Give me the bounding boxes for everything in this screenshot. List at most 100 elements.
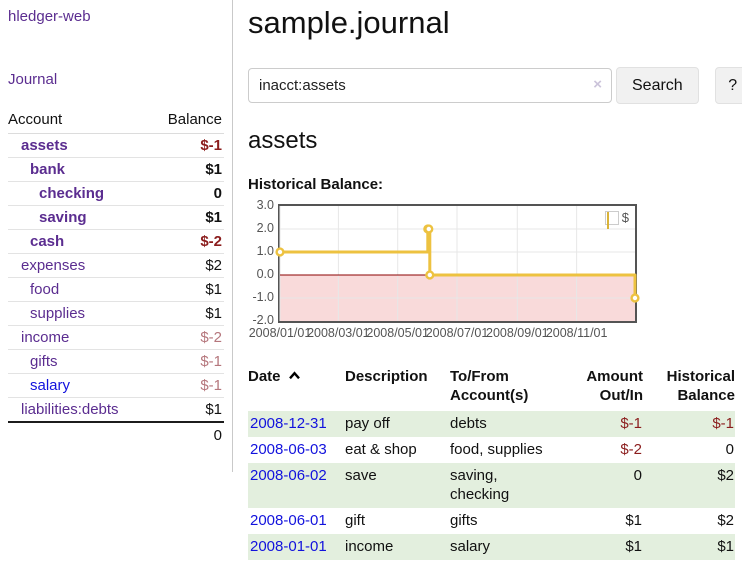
column-header-date[interactable]: Date (248, 365, 345, 411)
sidebar: hledger-web Journal Account Balance asse… (0, 0, 233, 472)
account-row: gifts $-1 (8, 349, 224, 374)
transaction-date-link[interactable]: 2008-06-02 (250, 467, 327, 484)
account-row: salary $-1 (8, 373, 224, 398)
transaction-balance: $2 (643, 463, 735, 508)
transaction-accounts: gifts (450, 512, 478, 529)
register-row: 2008-06-02 save saving, checking 0 $2 (248, 463, 735, 508)
transaction-date-link[interactable]: 2008-06-01 (250, 512, 327, 529)
account-row: supplies $1 (8, 301, 224, 326)
account-link[interactable]: expenses (21, 257, 86, 274)
legend-label: $ (621, 210, 629, 225)
y-tick-label: -2.0 (252, 313, 274, 327)
chart-legend: $ (602, 209, 631, 229)
transaction-description: income (345, 534, 450, 560)
column-header-balance: Historical Balance (666, 368, 735, 404)
account-link[interactable]: supplies (30, 305, 86, 322)
account-link[interactable]: cash (30, 233, 65, 250)
y-tick-label: 1.0 (256, 244, 274, 258)
transaction-description: eat & shop (345, 441, 417, 458)
search-button[interactable]: Search (616, 67, 699, 104)
account-balance: $1 (152, 277, 224, 302)
register-row: 2008-06-03 eat & shop food, supplies $-2… (248, 437, 735, 463)
account-balance: $1 (205, 401, 222, 418)
account-heading: assets (248, 127, 318, 154)
sidebar-item-journal[interactable]: Journal (8, 71, 58, 88)
chart-plot-area[interactable]: $ (275, 204, 640, 323)
account-row: income $-2 (8, 325, 224, 350)
x-tick-label: 2008/03/01 (307, 326, 370, 340)
transaction-balance: 0 (725, 441, 734, 458)
account-link[interactable]: saving (39, 209, 87, 226)
main-content: sample.journal × Search ? assets Histori… (233, 0, 742, 560)
y-tick-label: -1.0 (252, 290, 274, 304)
account-link[interactable]: food (30, 281, 60, 298)
clear-search-icon[interactable]: × (593, 76, 602, 93)
register-row: 2008-01-01 income salary $1 $1 (248, 534, 735, 560)
account-link[interactable]: bank (30, 161, 66, 178)
chart-title: Historical Balance: (248, 176, 384, 193)
account-link[interactable]: assets (21, 137, 68, 154)
transaction-balance: $2 (717, 512, 734, 529)
transaction-amount: $-2 (620, 441, 642, 458)
transaction-balance: $-1 (643, 411, 735, 437)
transaction-date-link[interactable]: 2008-06-03 (250, 441, 327, 458)
x-tick-label: 2008/09/01 (486, 326, 549, 340)
transaction-description: save (345, 463, 450, 508)
y-tick-label: 3.0 (256, 198, 274, 212)
transaction-balance: $1 (643, 534, 735, 560)
account-link[interactable]: checking (39, 185, 105, 202)
account-row: checking 0 (8, 181, 224, 206)
y-tick-label: 0.0 (256, 267, 274, 281)
balance-column-header: Balance (152, 109, 224, 134)
historical-balance-chart: $ 3.0 2.0 1.0 0.0 -1.0 -2.0 2008/01/01 2008/03/… (248, 198, 742, 341)
transaction-amount: $1 (562, 534, 643, 560)
register-table: Date Description To/From Account(s) Amou… (248, 365, 735, 560)
account-balance: $1 (152, 205, 224, 230)
account-balance: 0 (152, 181, 224, 206)
accounts-total-row: 0 (8, 421, 224, 447)
transaction-accounts: salary (450, 534, 562, 560)
transaction-date-link[interactable]: 2008-01-01 (250, 538, 327, 555)
transaction-amount: 0 (562, 463, 643, 508)
account-row: food $1 (8, 277, 224, 302)
register-header-row: Date Description To/From Account(s) Amou… (248, 365, 735, 411)
column-header-description: Description (345, 368, 428, 385)
account-row: saving $1 (8, 205, 224, 230)
x-tick-label: 2008/01/01 (248, 326, 312, 340)
transaction-description: pay off (345, 411, 450, 437)
register-row: 2008-06-01 gift gifts $1 $2 (248, 508, 735, 534)
account-row: expenses $2 (8, 253, 224, 278)
account-row: cash $-2 (8, 229, 224, 254)
column-header-amount: Amount Out/In (586, 368, 643, 404)
search-form: × Search ? (248, 67, 742, 104)
transaction-date-link[interactable]: 2008-12-31 (250, 415, 327, 432)
accounts-total-balance: 0 (152, 421, 224, 447)
account-row: assets $-1 (8, 133, 224, 158)
account-link[interactable]: income (21, 329, 70, 346)
account-link[interactable]: liabilities:debts (21, 401, 119, 418)
search-input[interactable] (248, 68, 612, 103)
account-link[interactable]: salary (30, 377, 71, 394)
x-tick-label: 2008/11/01 (545, 326, 608, 340)
help-button[interactable]: ? (714, 67, 742, 104)
chart-canvas (275, 206, 640, 321)
x-tick-label: 2008/07/01 (425, 326, 489, 340)
accounts-header-row: Account Balance (8, 109, 224, 134)
account-row: bank $1 (8, 157, 224, 182)
account-balance: $2 (152, 253, 224, 278)
page-title: sample.journal (248, 5, 450, 40)
transaction-amount: $-1 (562, 411, 643, 437)
column-header-accounts: To/From Account(s) (450, 368, 529, 404)
transaction-amount: $1 (625, 512, 642, 529)
account-row: liabilities:debts $1 (8, 398, 224, 423)
app-title-link[interactable]: hledger-web (8, 8, 91, 25)
account-balance: $-2 (152, 325, 224, 350)
account-link[interactable]: gifts (30, 353, 58, 370)
account-balance: $-2 (152, 229, 224, 254)
hledger-web-app: hledger-web Journal Account Balance asse… (0, 0, 742, 560)
account-balance: $1 (152, 157, 224, 182)
transaction-accounts: saving, checking (450, 463, 562, 508)
account-balance: $1 (152, 301, 224, 326)
account-balance: $-1 (152, 373, 224, 398)
register-row: 2008-12-31 pay off debts $-1 $-1 (248, 411, 735, 437)
